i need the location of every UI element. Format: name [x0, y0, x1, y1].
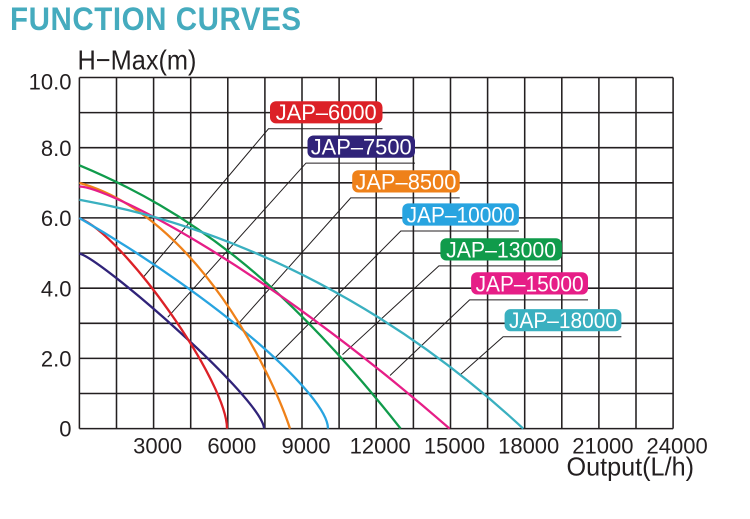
svg-text:JAP–18000: JAP–18000: [509, 308, 617, 333]
svg-text:4.0: 4.0: [41, 276, 72, 301]
svg-text:JAP–13000: JAP–13000: [446, 237, 556, 262]
svg-text:JAP–6000: JAP–6000: [276, 100, 377, 125]
svg-text:Output(L/h): Output(L/h): [567, 451, 695, 481]
svg-text:6.0: 6.0: [41, 206, 72, 231]
svg-text:JAP–15000: JAP–15000: [476, 271, 584, 296]
svg-text:15000: 15000: [424, 433, 485, 458]
svg-text:24000: 24000: [647, 433, 708, 458]
svg-text:9000: 9000: [282, 433, 331, 458]
svg-text:H−Max(m): H−Max(m): [78, 44, 197, 75]
svg-text:12000: 12000: [350, 433, 411, 458]
svg-text:10.0: 10.0: [29, 70, 72, 95]
svg-text:8.0: 8.0: [41, 136, 72, 161]
svg-text:2.0: 2.0: [41, 347, 72, 372]
svg-text:3000: 3000: [133, 433, 182, 458]
svg-text:0: 0: [59, 417, 71, 442]
svg-text:6000: 6000: [207, 433, 256, 458]
svg-text:JAP–7500: JAP–7500: [311, 135, 412, 160]
svg-text:JAP–8500: JAP–8500: [355, 169, 456, 194]
svg-text:18000: 18000: [498, 433, 559, 458]
svg-text:21000: 21000: [572, 433, 633, 458]
svg-text:JAP–10000: JAP–10000: [407, 202, 515, 227]
